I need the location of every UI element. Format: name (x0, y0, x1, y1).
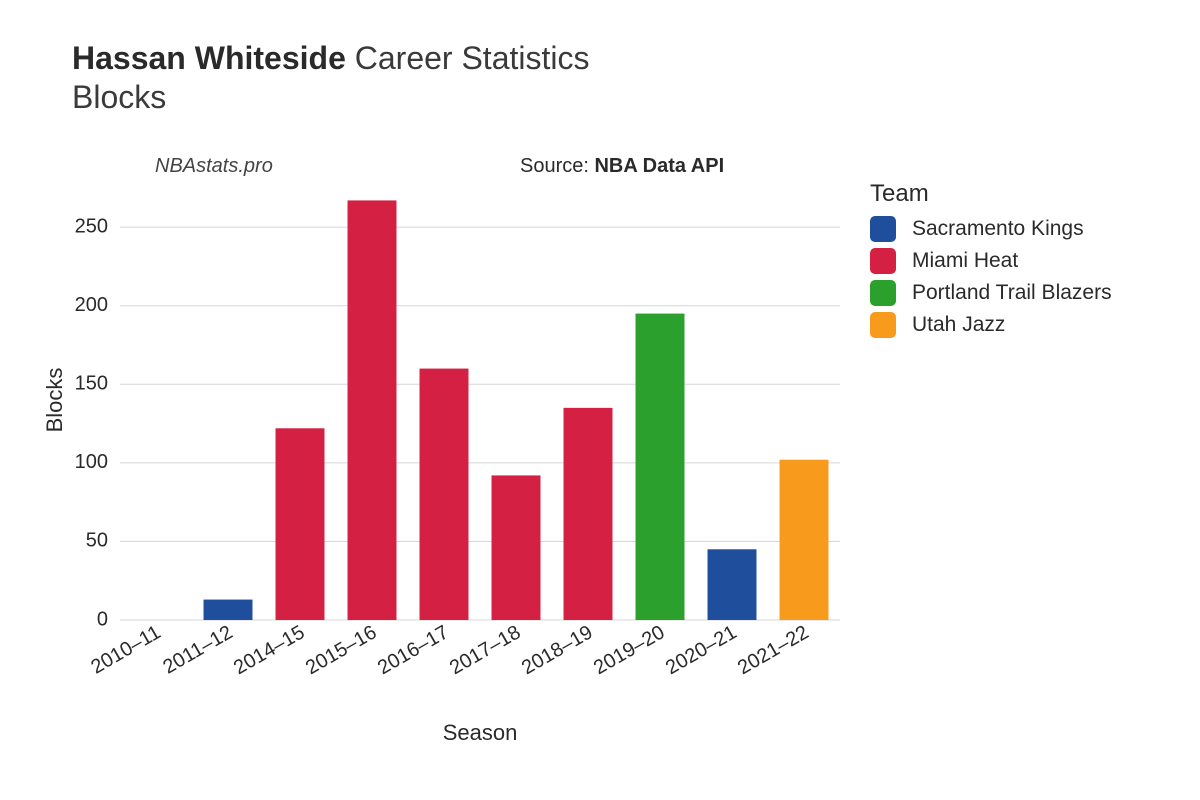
legend-item: Sacramento Kings (870, 216, 1112, 242)
x-tick-label: 2015–16 (302, 621, 380, 679)
title-player-name: Hassan Whiteside (72, 40, 346, 76)
bar (564, 408, 613, 620)
source-attribution: Source: NBA Data API (520, 155, 724, 178)
legend-item: Portland Trail Blazers (870, 280, 1112, 306)
y-tick-label: 50 (86, 530, 108, 552)
bar (780, 460, 829, 620)
x-tick-label: 2014–15 (230, 621, 308, 679)
x-tick-label: 2018–19 (518, 621, 596, 679)
y-tick-label: 250 (75, 215, 108, 237)
plot-area: 0501001502002502010–112011–122014–152015… (120, 180, 840, 620)
legend-label: Miami Heat (912, 249, 1018, 273)
legend-label: Sacramento Kings (912, 217, 1084, 241)
title-statistic: Blocks (72, 79, 589, 116)
x-tick-label: 2019–20 (590, 621, 668, 679)
source-prefix: Source: (520, 155, 594, 177)
watermark: NBAstats.pro (155, 155, 273, 178)
y-axis-label: Blocks (42, 368, 68, 433)
bar (204, 600, 253, 620)
legend-item: Utah Jazz (870, 312, 1112, 338)
bar (636, 314, 685, 620)
chart-svg: 0501001502002502010–112011–122014–152015… (120, 180, 840, 700)
bar (420, 369, 469, 620)
x-axis-label: Season (443, 720, 518, 746)
legend-item: Miami Heat (870, 248, 1112, 274)
y-tick-label: 200 (75, 294, 108, 316)
bar (492, 475, 541, 620)
x-tick-label: 2020–21 (662, 621, 740, 679)
legend-swatch (870, 280, 896, 306)
bar (708, 549, 757, 620)
title-suffix: Career Statistics (355, 40, 590, 76)
x-tick-label: 2017–18 (446, 621, 524, 679)
title-line-1: Hassan Whiteside Career Statistics (72, 40, 589, 77)
legend-swatch (870, 312, 896, 338)
legend-label: Utah Jazz (912, 313, 1005, 337)
y-tick-label: 150 (75, 373, 108, 395)
bar (276, 428, 325, 620)
x-tick-label: 2016–17 (374, 621, 452, 679)
legend-label: Portland Trail Blazers (912, 281, 1112, 305)
y-tick-label: 0 (97, 608, 108, 630)
chart-titles: Hassan Whiteside Career Statistics Block… (72, 40, 589, 116)
x-tick-label: 2021–22 (734, 621, 812, 679)
legend: Team Sacramento Kings Miami Heat Portland … (870, 180, 1112, 344)
source-name: NBA Data API (594, 155, 724, 177)
legend-swatch (870, 248, 896, 274)
legend-swatch (870, 216, 896, 242)
bar (348, 200, 397, 620)
chart-container: Hassan Whiteside Career Statistics Block… (0, 0, 1200, 800)
legend-title: Team (870, 180, 1112, 208)
x-tick-label: 2011–12 (159, 621, 236, 678)
y-tick-label: 100 (75, 451, 108, 473)
